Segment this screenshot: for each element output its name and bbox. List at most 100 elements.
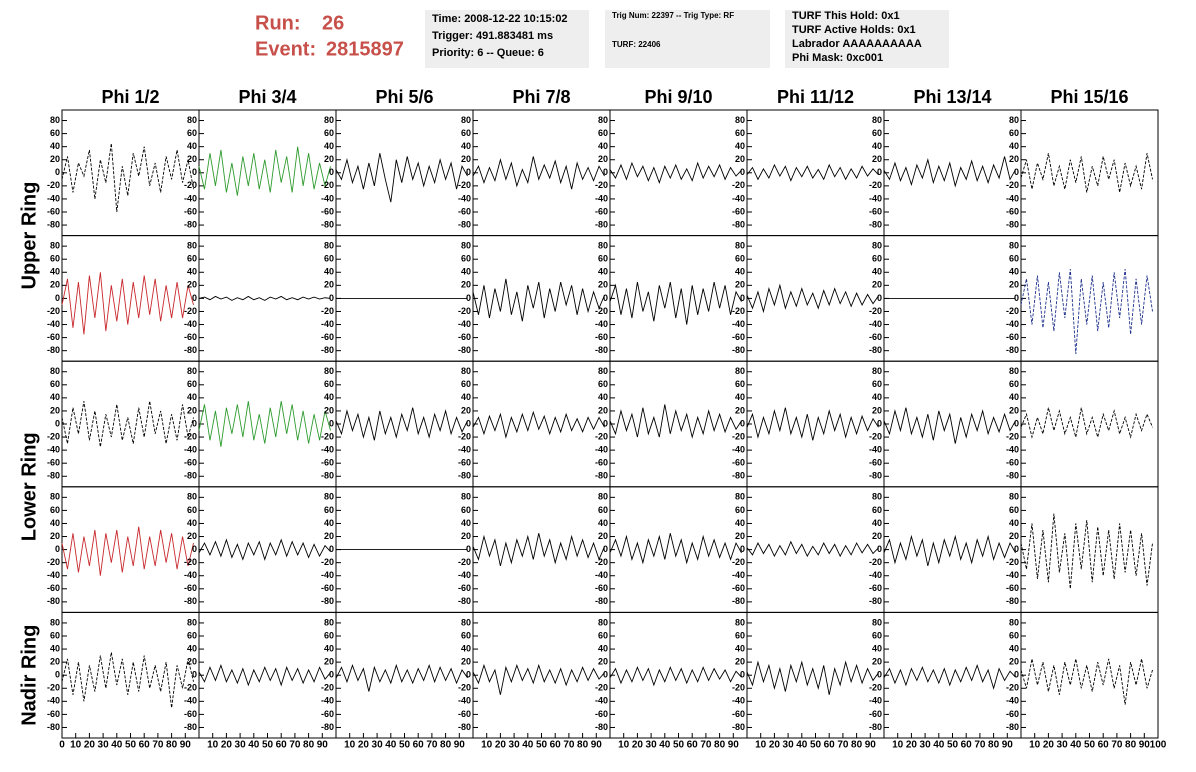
y-tick-label: -40 [47, 570, 60, 580]
x-tick-label: 20 [358, 740, 370, 751]
y-tick-label: 80 [1009, 241, 1019, 251]
y-tick-label: -60 [595, 206, 608, 216]
x-tick-label: 10 [344, 740, 356, 751]
y-tick-label: 80 [324, 366, 334, 376]
y-tick-label: 60 [187, 379, 197, 389]
y-tick-label: 40 [324, 267, 334, 277]
y-tick-label: 80 [735, 366, 745, 376]
x-tick-label: 10 [207, 740, 219, 751]
waveform [1020, 513, 1153, 589]
y-tick-label: 20 [598, 154, 608, 164]
y-tick-label: -20 [47, 683, 60, 693]
y-tick-label: -80 [869, 219, 882, 229]
y-tick-label: -80 [458, 219, 471, 229]
y-tick-label: -60 [732, 709, 745, 719]
waveform [472, 410, 605, 439]
y-tick-label: 60 [461, 505, 471, 515]
y-tick-label: -60 [184, 583, 197, 593]
y-tick-label: -60 [732, 458, 745, 468]
y-tick-label: 60 [735, 505, 745, 515]
y-tick-label: -20 [47, 557, 60, 567]
y-tick-label: 40 [461, 267, 471, 277]
x-tick-label: 90 [454, 740, 466, 751]
x-tick-label: 80 [1125, 740, 1137, 751]
x-tick-label: 60 [413, 740, 425, 751]
y-tick-label: -80 [321, 596, 334, 606]
y-tick-label: 60 [50, 128, 60, 138]
y-tick-label: 20 [50, 405, 60, 415]
y-tick-label: -20 [1006, 557, 1019, 567]
y-tick-label: -40 [1006, 570, 1019, 580]
x-tick-label: 60 [1098, 740, 1110, 751]
y-tick-label: -40 [1006, 696, 1019, 706]
info-box [425, 10, 589, 68]
y-tick-label: 0 [1014, 418, 1019, 428]
y-tick-label: 0 [466, 418, 471, 428]
waveform [198, 664, 331, 687]
x-tick-label: 40 [933, 740, 945, 751]
y-tick-label: -20 [458, 180, 471, 190]
x-tick-label: 10 [892, 740, 904, 751]
y-tick-label: 60 [50, 254, 60, 264]
y-tick-label: 40 [1009, 141, 1019, 151]
waveform [198, 401, 331, 447]
panel-frame [198, 109, 337, 237]
panel-frame [609, 486, 748, 613]
y-tick-label: -40 [732, 696, 745, 706]
x-tick-label: 60 [550, 740, 562, 751]
x-tick-label: 70 [837, 740, 849, 751]
y-tick-label: 0 [603, 167, 608, 177]
y-tick-label: -40 [458, 445, 471, 455]
y-tick-label: -60 [869, 332, 882, 342]
y-tick-label: -60 [1006, 206, 1019, 216]
y-tick-label: 80 [324, 617, 334, 627]
panel-frame [883, 360, 1022, 488]
y-tick-label: -20 [732, 431, 745, 441]
y-tick-label: 60 [872, 379, 882, 389]
y-tick-label: 40 [1009, 267, 1019, 277]
y-tick-label: 60 [1009, 630, 1019, 640]
panel-frame [883, 611, 1022, 739]
y-tick-label: -60 [595, 583, 608, 593]
x-tick-label: 60 [687, 740, 699, 751]
y-tick-label: 60 [1009, 128, 1019, 138]
panel-frame [746, 235, 885, 362]
info-text: Priority: 6 -- Queue: 6 [432, 47, 544, 59]
y-tick-label: -80 [732, 722, 745, 732]
y-tick-label: 60 [324, 128, 334, 138]
x-tick-label: 40 [796, 740, 808, 751]
y-tick-label: 0 [877, 418, 882, 428]
x-tick-label: 30 [235, 740, 247, 751]
y-tick-label: -20 [321, 557, 334, 567]
waveform [1020, 658, 1153, 705]
panel-frame [198, 611, 337, 739]
y-tick-label: -20 [732, 306, 745, 316]
y-tick-label: -80 [458, 345, 471, 355]
y-tick-label: -60 [47, 458, 60, 468]
y-tick-label: 20 [872, 657, 882, 667]
x-tick-label: 60 [824, 740, 836, 751]
y-tick-label: -20 [1006, 306, 1019, 316]
y-tick-label: -40 [1006, 193, 1019, 203]
x-tick-label: 90 [1002, 740, 1014, 751]
y-tick-label: -60 [184, 332, 197, 342]
y-tick-label: -40 [595, 319, 608, 329]
waveform [609, 666, 742, 687]
y-tick-label: 80 [598, 241, 608, 251]
y-tick-label: -20 [458, 306, 471, 316]
y-tick-label: 40 [50, 141, 60, 151]
panel-frame [609, 360, 748, 488]
y-tick-label: 80 [324, 492, 334, 502]
y-tick-label: 0 [877, 544, 882, 554]
info-box [605, 10, 770, 68]
y-tick-label: 0 [740, 293, 745, 303]
y-tick-label: -80 [47, 722, 60, 732]
y-tick-label: 40 [461, 518, 471, 528]
y-tick-label: 20 [461, 531, 471, 541]
waveform [609, 533, 742, 565]
y-tick-label: -60 [47, 332, 60, 342]
y-tick-label: -20 [184, 180, 197, 190]
y-tick-label: -40 [1006, 445, 1019, 455]
y-tick-label: 80 [50, 241, 60, 251]
panel-frame [746, 486, 885, 613]
